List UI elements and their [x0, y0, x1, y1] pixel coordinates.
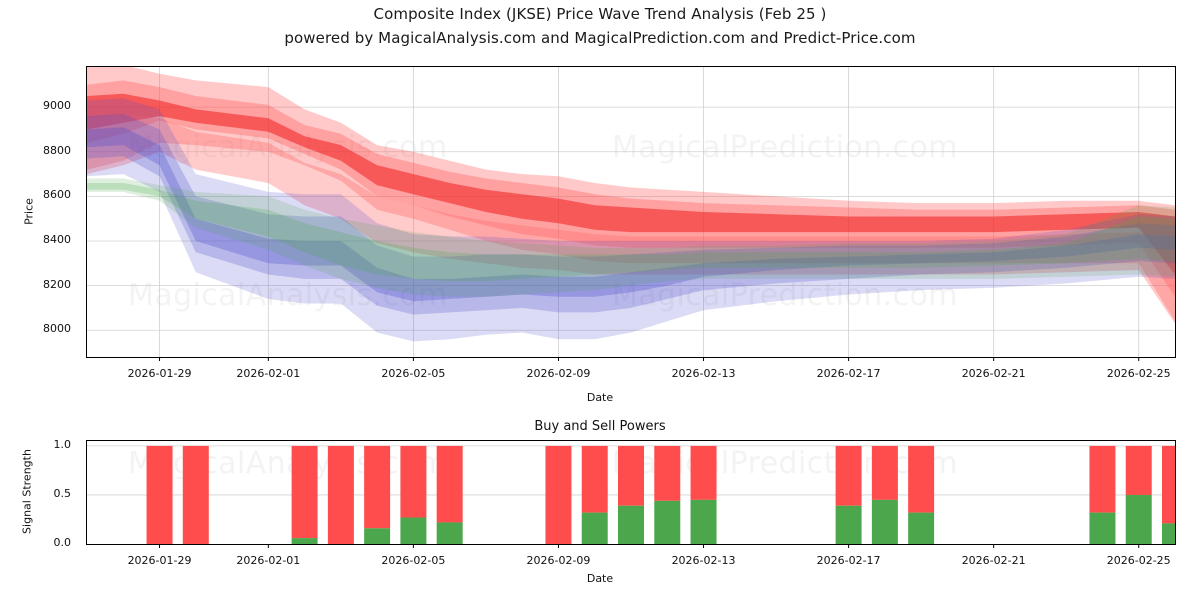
page-subtitle: powered by MagicalAnalysis.com and Magic… — [284, 29, 916, 47]
sell-power-bar — [1162, 445, 1175, 524]
sell-power-bar — [364, 445, 391, 529]
price-ytick-8600: 8600 — [43, 188, 71, 202]
price-ytick-8200: 8200 — [43, 277, 71, 291]
buy-power-bar — [654, 500, 681, 544]
price-ytick-8400: 8400 — [43, 233, 71, 246]
signal-panel-title: Buy and Sell Powers — [534, 419, 666, 434]
sell-power-bar — [182, 445, 209, 544]
sell-power-bar — [690, 445, 717, 500]
buy-power-bar — [581, 512, 608, 544]
sell-power-bar — [1089, 445, 1116, 513]
sell-power-bar — [327, 445, 354, 544]
buy-power-bar — [690, 499, 717, 544]
sell-power-bar — [291, 445, 318, 539]
sell-power-bar — [908, 445, 935, 513]
buy-power-bar — [908, 512, 935, 544]
price-xtick-2026-02-09: 2026-02-09 — [526, 367, 591, 380]
sell-power-bar — [545, 445, 572, 544]
sell-power-bar — [654, 445, 681, 501]
price-x-axis-label: Date — [586, 391, 614, 404]
price-xtick-2026-02-25: 2026-02-25 — [1106, 367, 1171, 380]
sell-power-bar — [618, 445, 644, 506]
buy-power-bar — [1089, 512, 1116, 544]
buy-power-bar — [291, 538, 318, 544]
sell-power-bar — [835, 445, 862, 506]
signal-xtick-2026-02-17: 2026-02-17 — [816, 554, 881, 567]
price-xtick-2026-02-01: 2026-02-01 — [236, 367, 301, 380]
buy-power-bar — [400, 517, 427, 544]
buy-power-bar — [835, 505, 862, 544]
buy-power-bar — [618, 505, 644, 544]
buy-power-bar — [436, 522, 463, 544]
price-xtick-2026-02-17: 2026-02-17 — [816, 367, 881, 380]
signal-xtick-2026-01-29: 2026-01-29 — [127, 554, 192, 567]
signal-ytick-0.5: 0.5 — [53, 486, 72, 500]
signal-x-axis-label: Date — [586, 572, 614, 585]
price-ytick-8800: 8800 — [43, 143, 71, 157]
signal-xtick-2026-02-05: 2026-02-05 — [381, 554, 446, 567]
page-title: Composite Index (JKSE) Price Wave Trend … — [373, 5, 827, 23]
price-ytick-9000: 9000 — [43, 99, 71, 113]
buy-power-bar — [1162, 523, 1175, 544]
sell-power-bar — [146, 445, 173, 544]
buy-power-bar — [1125, 494, 1152, 544]
sell-power-bar — [581, 445, 608, 513]
signal-xtick-2026-02-09: 2026-02-09 — [526, 554, 591, 567]
signal-xtick-2026-02-01: 2026-02-01 — [236, 554, 301, 567]
sell-power-bar — [871, 445, 898, 500]
price-xtick-2026-02-21: 2026-02-21 — [961, 367, 1026, 380]
price-xtick-2026-02-13: 2026-02-13 — [671, 367, 736, 380]
buy-power-bar — [364, 528, 391, 544]
buy-power-bar — [871, 499, 898, 544]
sell-power-bar — [1125, 445, 1152, 495]
signal-xtick-2026-02-13: 2026-02-13 — [671, 554, 736, 567]
signal-ytick-0.0: 0.0 — [53, 536, 72, 549]
signal-xtick-2026-02-21: 2026-02-21 — [961, 554, 1026, 567]
price-xtick-2026-02-05: 2026-02-05 — [381, 367, 446, 380]
signal-xtick-2026-02-25: 2026-02-25 — [1106, 554, 1171, 567]
sell-power-bar — [436, 445, 463, 523]
price-xtick-2026-01-29: 2026-01-29 — [127, 367, 192, 380]
price-ytick-8000: 8000 — [43, 322, 71, 336]
signal-ytick-1.0: 1.0 — [53, 437, 72, 451]
sell-power-bar — [400, 445, 427, 518]
